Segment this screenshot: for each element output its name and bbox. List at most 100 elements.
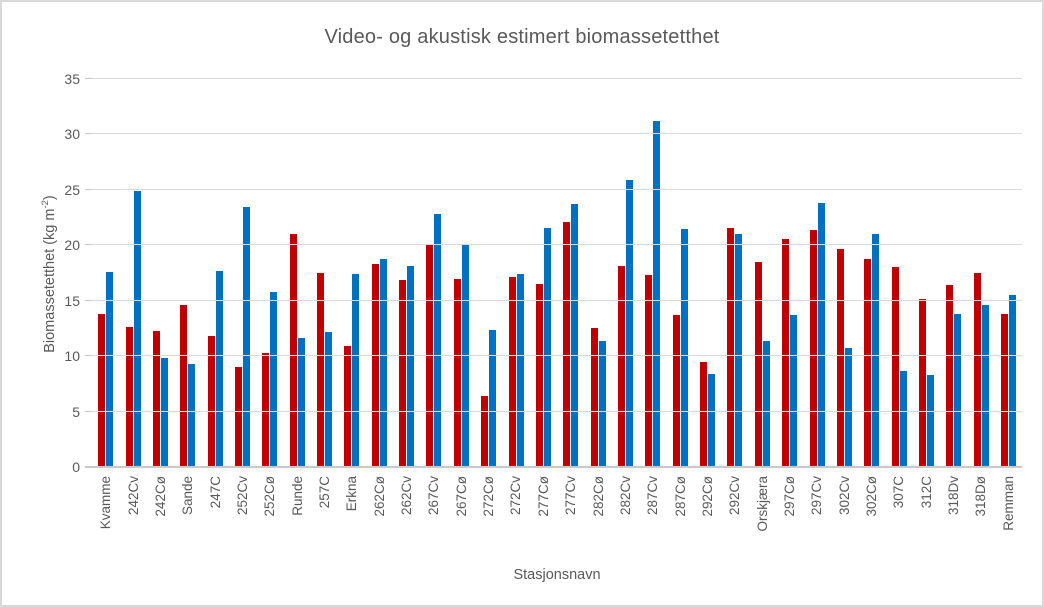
chart-title: Video- og akustisk estimert biomassetett…: [324, 26, 720, 48]
red-series-bar: [645, 275, 653, 467]
y-tick-label: 15: [64, 293, 80, 309]
bar-group: [584, 79, 611, 467]
y-axis-tick-mark: [85, 133, 92, 134]
bar-group: [940, 79, 967, 467]
x-tick-label: 302Cv: [836, 476, 852, 516]
blue-series-bar: [571, 204, 579, 467]
x-tick-label: Kvamme: [98, 476, 114, 530]
gridline: [92, 78, 1022, 79]
x-axis-line: [85, 466, 1022, 468]
bar-group: [557, 79, 584, 467]
x-tick-label: Remman: [1000, 476, 1016, 531]
red-series-bar: [809, 229, 817, 467]
blue-series-bar: [160, 358, 168, 467]
red-series-bar: [98, 314, 106, 467]
bar-group: [995, 79, 1022, 467]
x-tick-label: 262Cv: [399, 476, 415, 516]
red-series-bar: [207, 336, 215, 467]
blue-series-bar: [543, 227, 551, 467]
x-tick-label: Runde: [289, 476, 305, 516]
blue-series-bar: [215, 270, 223, 467]
y-tick-label: 20: [64, 237, 80, 253]
bar-group: [858, 79, 885, 467]
bar-group: [776, 79, 803, 467]
gridline: [92, 244, 1022, 245]
gridline: [92, 300, 1022, 301]
red-series-bar: [727, 227, 735, 467]
y-tick-label: 10: [64, 348, 80, 364]
gridline: [92, 355, 1022, 356]
y-tick-label: 35: [64, 71, 80, 87]
red-series-bar: [864, 258, 872, 467]
y-axis-tick-mark: [85, 78, 92, 79]
y-tick-label: 5: [72, 404, 80, 420]
x-tick-label: 272Cø: [481, 476, 497, 517]
blue-series-bar: [708, 373, 716, 467]
x-tick-label: 318Dø: [973, 476, 989, 517]
bar-group: [667, 79, 694, 467]
red-series-bar: [125, 327, 133, 467]
bar-group: [174, 79, 201, 467]
red-series-bar: [946, 285, 954, 467]
blue-series-bar: [981, 305, 989, 467]
y-tick-label: 0: [72, 459, 80, 475]
blue-series-bar: [270, 291, 278, 467]
blue-series-bar: [626, 179, 633, 467]
red-series-bar: [317, 273, 325, 467]
bar-group: [366, 79, 393, 467]
x-labels-layer: Kvamme 242Cv 242Cø Sande 247C 252Cv 252Cø Runde…: [92, 471, 1022, 561]
gridline: [92, 133, 1022, 134]
bar-group: [393, 79, 420, 467]
blue-series-bar: [242, 206, 250, 467]
blue-series-bar: [1009, 295, 1017, 467]
y-axis-tick-mark: [85, 466, 92, 467]
blue-series-bar: [407, 266, 415, 467]
x-tick-label: 267Cv: [426, 476, 442, 516]
x-tick-label: 257C: [317, 476, 332, 509]
bar-group: [147, 79, 174, 467]
bar-group: [502, 79, 529, 467]
y-axis-tick-mark: [85, 189, 92, 190]
bar-group: [885, 79, 912, 467]
x-tick-label: Sande: [180, 476, 196, 516]
x-tick-label: 302Cø: [864, 476, 880, 517]
x-tick-label: 242Cø: [152, 476, 168, 517]
x-tick-label: 252Cø: [262, 476, 278, 517]
gridline: [92, 411, 1022, 412]
x-tick-label: 272Cv: [508, 476, 524, 516]
red-series-bar: [672, 315, 680, 467]
red-series-bar: [700, 361, 708, 467]
red-series-bar: [262, 352, 270, 467]
bar-group: [612, 79, 639, 467]
blue-series-bar: [653, 121, 661, 467]
bar-group: [92, 79, 119, 467]
red-series-bar: [481, 396, 489, 467]
y-axis-tick-mark: [85, 244, 92, 245]
red-series-bar: [289, 234, 297, 467]
y-tick-label: 25: [64, 182, 80, 198]
bar-group: [311, 79, 338, 467]
x-tick-label: 312C: [918, 476, 934, 509]
red-series-bar: [563, 222, 571, 467]
bar-group: [639, 79, 666, 467]
red-series-bar: [782, 238, 790, 467]
x-tick-label: 252Cv: [234, 476, 250, 516]
plot-area: [85, 78, 1022, 468]
blue-series-bar: [352, 274, 360, 467]
bar-group: [448, 79, 475, 467]
gridline: [92, 189, 1022, 190]
blue-series-bar: [680, 228, 688, 467]
bar-group: [968, 79, 995, 467]
y-tick-label: 30: [64, 126, 80, 142]
bar-group: [229, 79, 256, 467]
x-tick-label: 297Cø: [782, 476, 797, 517]
bar-group: [420, 79, 447, 467]
x-tick-label: 277Cø: [535, 476, 551, 517]
blue-series-bar: [434, 214, 442, 467]
y-axis-title-superscript: -2: [40, 200, 52, 209]
x-tick-label: 277Cv: [563, 476, 579, 516]
bar-group: [530, 79, 557, 467]
x-axis-title: Stasjonsnavn: [513, 567, 601, 583]
bar-group: [475, 79, 502, 467]
